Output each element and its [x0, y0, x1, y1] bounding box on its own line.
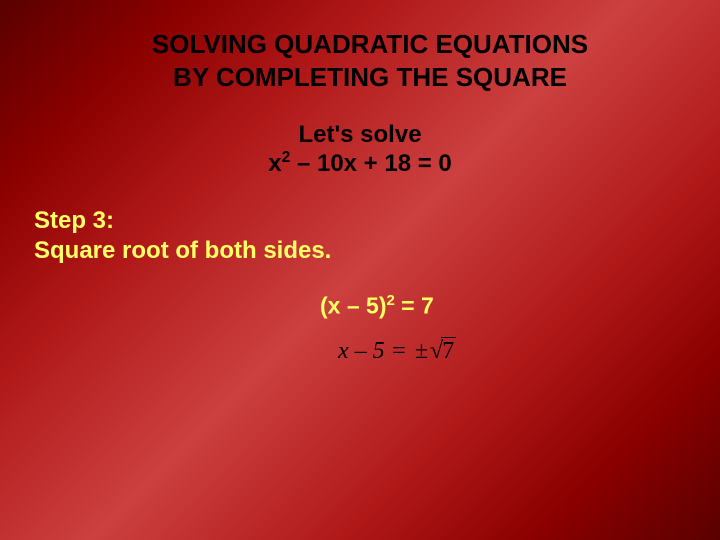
subtitle: Let's solve	[30, 121, 690, 149]
plus-minus-icon: ±	[413, 338, 430, 364]
work1-rhs: = 7	[395, 293, 434, 319]
work1-exponent: 2	[386, 292, 394, 309]
work2-mid: – 5 =	[349, 338, 413, 364]
problem-equation: x2 – 10x + 18 = 0	[30, 149, 690, 178]
step-block: Step 3: Square root of both sides.	[34, 206, 690, 266]
work-equation-2: x – 5 = ±7	[338, 338, 690, 365]
title-line-2: BY COMPLETING THE SQUARE	[173, 62, 567, 92]
radicand: 7	[441, 337, 456, 364]
work-equation-1: (x – 5)2 = 7	[320, 292, 690, 320]
title-line-1: SOLVING QUADRATIC EQUATIONS	[152, 29, 588, 59]
equation-exponent: 2	[282, 149, 291, 166]
equation-rest: – 10x + 18 = 0	[290, 150, 451, 177]
step-label: Step 3:	[34, 207, 114, 234]
slide-title: SOLVING QUADRATIC EQUATIONS BY COMPLETIN…	[90, 28, 650, 93]
step-text: Square root of both sides.	[34, 237, 331, 264]
work1-lhs: (x – 5)	[320, 293, 386, 319]
sqrt-icon: 7	[430, 338, 456, 365]
equation-variable: x	[268, 150, 281, 177]
work2-variable: x	[338, 338, 349, 364]
slide: SOLVING QUADRATIC EQUATIONS BY COMPLETIN…	[0, 0, 720, 540]
